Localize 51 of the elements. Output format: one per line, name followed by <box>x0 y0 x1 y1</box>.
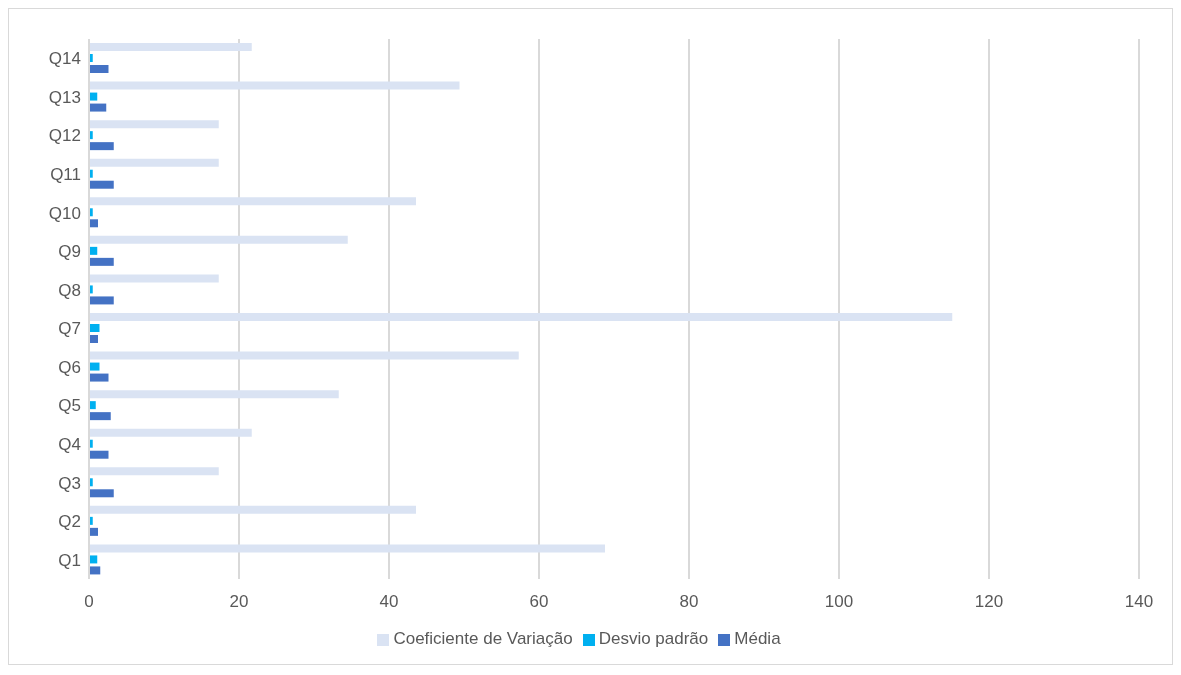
bar <box>89 467 219 476</box>
bar <box>89 412 111 421</box>
bar <box>89 324 100 332</box>
x-tick-label: 40 <box>379 592 399 612</box>
legend-label: Coeficiente de Variação <box>393 629 573 648</box>
bar <box>89 351 519 360</box>
bar <box>89 489 114 498</box>
x-tick-label: 80 <box>679 592 699 612</box>
bar <box>89 257 114 266</box>
x-tick-label: 20 <box>229 592 249 612</box>
bar <box>89 197 416 206</box>
bar <box>89 373 109 382</box>
bar <box>89 296 114 305</box>
bar <box>89 390 339 399</box>
bar <box>89 505 416 514</box>
y-tick-label: Q12 <box>48 126 81 146</box>
y-tick-label: Q1 <box>58 550 81 570</box>
y-tick-label: Q4 <box>58 435 81 455</box>
y-tick-label: Q6 <box>58 357 81 377</box>
y-tick-label: Q5 <box>58 396 81 416</box>
y-tick-label: Q2 <box>58 512 81 532</box>
bar <box>89 274 219 283</box>
x-tick-label: 0 <box>84 592 94 612</box>
bar <box>89 81 460 90</box>
bar <box>89 362 100 371</box>
y-tick-label: Q7 <box>58 319 81 339</box>
y-tick-label: Q11 <box>50 165 81 185</box>
bar <box>89 65 109 73</box>
bar <box>89 428 252 437</box>
x-tick-label: 120 <box>974 592 1004 612</box>
x-tick-label: 100 <box>824 592 854 612</box>
y-tick-label: Q3 <box>58 473 81 493</box>
legend-label: Desvio padrão <box>598 629 709 648</box>
legend-label: Média <box>734 629 781 648</box>
bar <box>89 43 252 51</box>
y-tick-label: Q8 <box>58 280 81 300</box>
bar <box>89 180 114 189</box>
bar <box>89 158 219 167</box>
y-tick-label: Q9 <box>58 242 81 262</box>
bar <box>89 313 953 321</box>
bar <box>89 544 605 553</box>
x-tick-label: 60 <box>529 592 549 612</box>
bar <box>89 103 107 112</box>
bar <box>89 120 219 129</box>
bar <box>89 142 114 151</box>
y-tick-label: Q14 <box>48 49 81 69</box>
x-tick-label: 140 <box>1124 592 1154 612</box>
y-tick-label: Q13 <box>48 87 81 107</box>
bar <box>89 235 348 244</box>
y-tick-label: Q10 <box>48 203 81 223</box>
bar <box>89 450 109 459</box>
